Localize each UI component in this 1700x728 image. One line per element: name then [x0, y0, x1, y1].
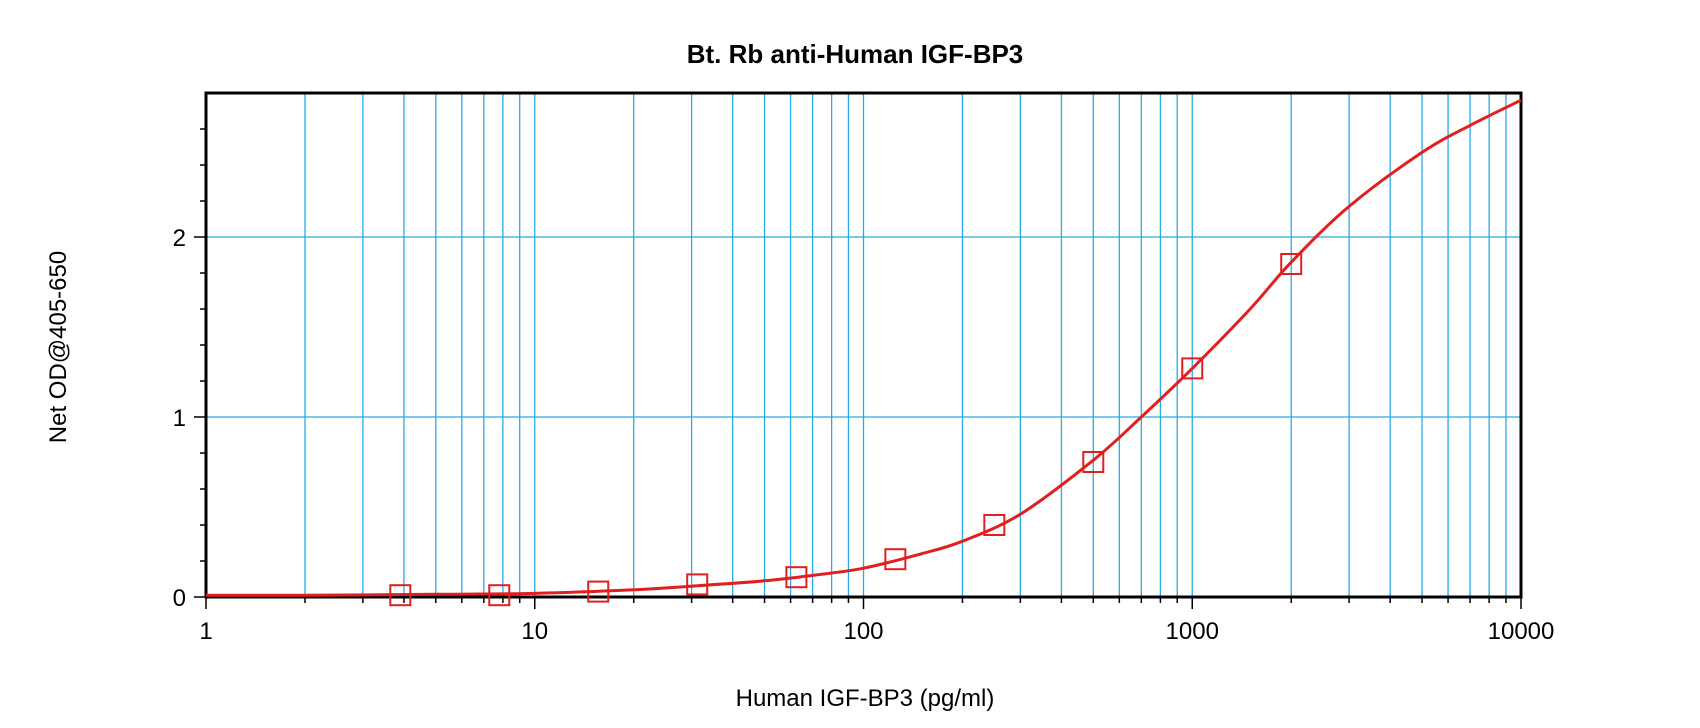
data-point [587, 580, 610, 603]
data-point [785, 566, 808, 589]
data-point [1280, 253, 1303, 275]
x-tick-label: 1000 [1166, 618, 1219, 645]
x-tick-label: 1 [199, 618, 212, 645]
x-tick-label: 10000 [1488, 618, 1555, 645]
data-point [686, 573, 709, 596]
x-axis-label: Human IGF-BP3 (pg/ml) [736, 685, 995, 712]
y-tick-label: 2 [173, 225, 186, 252]
data-point [884, 548, 907, 571]
data-point [983, 514, 1006, 536]
y-tick-label: 0 [173, 585, 186, 612]
data-point [389, 584, 412, 607]
axes [194, 91, 1523, 609]
y-tick-label: 1 [173, 405, 186, 432]
data-points-layer [389, 253, 1303, 607]
data-point [488, 584, 511, 607]
fit-curve-layer [205, 98, 1522, 597]
x-tick-label: 10 [521, 618, 548, 645]
data-point [1082, 451, 1105, 473]
fit-curve [205, 98, 1522, 597]
y-axis-label: Net OD@405-650 [45, 251, 72, 443]
x-tick-label: 100 [843, 618, 883, 645]
data-point [1181, 357, 1204, 380]
grid [206, 93, 1521, 597]
chart-title: Bt. Rb anti-Human IGF-BP3 [687, 39, 1024, 69]
